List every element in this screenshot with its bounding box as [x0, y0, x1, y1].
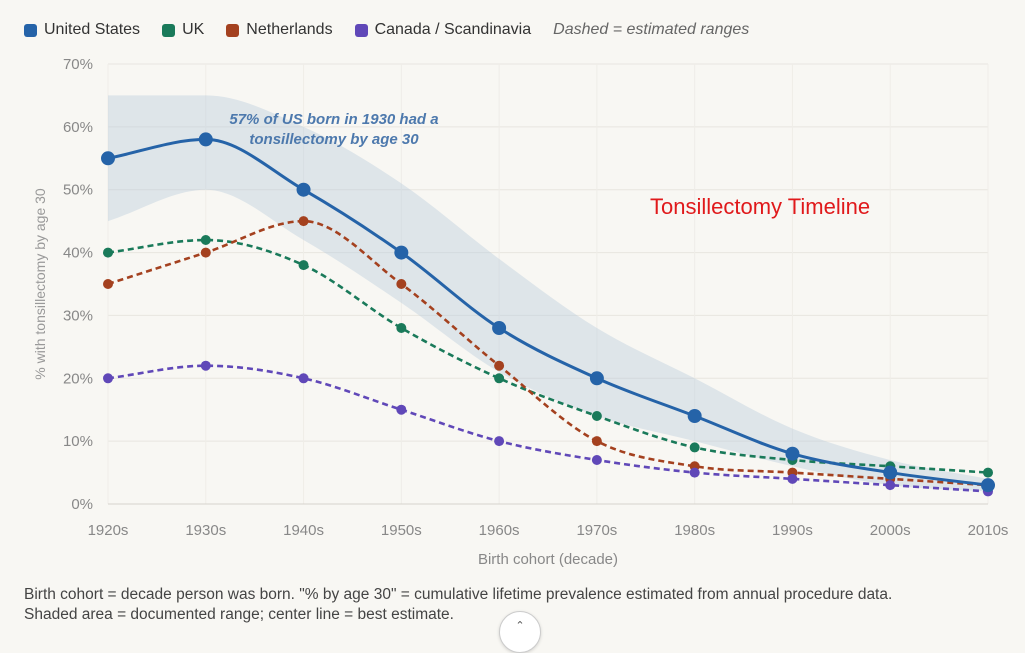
- point-united-states-1970s: [589, 371, 604, 386]
- us-range-band: [108, 95, 988, 492]
- series-points: [101, 132, 995, 497]
- x-tick-label: 1980s: [674, 522, 715, 539]
- series-lines: [107, 137, 989, 493]
- point-united-states-1950s: [394, 245, 409, 260]
- footnote-line-2: Shaded area = documented range; center l…: [24, 606, 454, 623]
- point-united-states-1930s: [198, 132, 213, 147]
- line-united-states: [107, 137, 989, 487]
- point-netherlands-1920s: [103, 279, 113, 289]
- scroll-up-button[interactable]: ⌃: [499, 611, 541, 653]
- point-canada-scandinavia-1980s: [689, 467, 700, 478]
- grid: [107, 63, 989, 505]
- footnote: Birth cohort = decade person was born. "…: [24, 585, 1014, 625]
- axes: 0% 10% 20% 30% 40% 50% 60% 70% 1920s 1930s 1940s 19…: [63, 56, 1008, 539]
- point-united-states-1990s: [785, 446, 800, 461]
- legend-label: Netherlands: [246, 21, 333, 38]
- line-canada-scandinavia: [107, 364, 989, 493]
- point-uk-2010s: [983, 467, 993, 478]
- point-united-states-1980s: [687, 409, 702, 423]
- point-uk-1980s: [689, 442, 700, 453]
- point-united-states-1940s: [296, 182, 311, 197]
- point-uk-1940s: [298, 260, 309, 271]
- legend-item-canada-scandinavia[interactable]: Canada / Scandinavia: [354, 21, 532, 39]
- y-tick-label: 10%: [63, 433, 93, 450]
- legend-label: United States: [44, 21, 141, 38]
- legend-item-netherlands[interactable]: Netherlands: [226, 21, 333, 39]
- x-tick-label: 1930s: [185, 522, 226, 539]
- point-united-states-1920s: [101, 151, 115, 166]
- point-uk-1920s: [103, 247, 113, 258]
- y-tick-label: 30%: [63, 307, 93, 324]
- point-netherlands-1950s: [396, 279, 407, 289]
- legend-note: Dashed = estimated ranges: [553, 21, 750, 38]
- y-tick-label: 50%: [63, 182, 93, 199]
- legend-item-uk[interactable]: UK: [162, 21, 204, 39]
- y-tick-label: 60%: [63, 119, 93, 136]
- legend-label: Canada / Scandinavia: [374, 21, 532, 38]
- point-uk-1950s: [396, 323, 407, 333]
- y-axis-label: % with tonsillectomy by age 30: [32, 188, 48, 380]
- x-tick-label: 1950s: [381, 522, 422, 539]
- point-canada-scandinavia-2000s: [885, 480, 896, 491]
- chevron-up-icon: ⌃: [515, 620, 525, 632]
- point-canada-scandinavia-1920s: [103, 373, 113, 384]
- point-united-states-1960s: [492, 321, 507, 335]
- y-tick-label: 20%: [63, 370, 93, 387]
- annotation-line: 57% of US born in 1930 had a: [229, 111, 438, 128]
- point-united-states-2000s: [883, 465, 898, 480]
- us-range-band-area: [108, 95, 988, 492]
- point-netherlands-1930s: [200, 247, 211, 258]
- legend-swatch: [354, 23, 368, 37]
- y-tick-label: 0%: [71, 496, 93, 513]
- x-tick-label: 2010s: [968, 522, 1009, 539]
- point-uk-1970s: [591, 411, 602, 421]
- chart-title: Tonsillectomy Timeline: [650, 194, 870, 219]
- annotation: 57% of US born in 1930 had a tonsillectom…: [229, 111, 438, 148]
- x-tick-label: 1940s: [283, 522, 324, 539]
- x-tick-label: 1960s: [479, 522, 520, 539]
- legend-label: UK: [182, 21, 205, 38]
- point-uk-1930s: [200, 235, 211, 245]
- point-canada-scandinavia-1930s: [200, 360, 211, 371]
- point-netherlands-1940s: [298, 216, 309, 227]
- footnote-line-1: Birth cohort = decade person was born. "…: [24, 586, 893, 603]
- point-netherlands-1960s: [494, 360, 505, 371]
- point-united-states-2010s: [981, 478, 995, 493]
- x-axis-label: Birth cohort (decade): [478, 551, 618, 568]
- legend-swatch: [226, 23, 240, 37]
- x-tick-label: 1990s: [772, 522, 813, 539]
- annotation-line: tonsillectomy by age 30: [249, 131, 419, 148]
- line-netherlands: [107, 219, 989, 487]
- x-tick-label: 1970s: [576, 522, 617, 539]
- point-canada-scandinavia-1960s: [494, 436, 505, 447]
- y-tick-label: 70%: [63, 56, 93, 73]
- point-canada-scandinavia-1940s: [298, 373, 309, 384]
- point-netherlands-1970s: [591, 436, 602, 447]
- point-uk-1960s: [494, 373, 505, 384]
- tonsillectomy-chart: 0% 10% 20% 30% 40% 50% 60% 70% 1920s 1930s 1940s 19…: [32, 56, 1008, 568]
- legend-swatch: [162, 23, 176, 37]
- point-canada-scandinavia-1950s: [396, 404, 407, 415]
- chart-legend: United States UK Netherlands Canada / Scand…: [24, 20, 749, 40]
- x-tick-label: 2000s: [870, 522, 911, 539]
- point-canada-scandinavia-1970s: [591, 455, 602, 465]
- legend-swatch: [24, 23, 37, 37]
- legend-item-united-states[interactable]: United States: [24, 21, 140, 39]
- point-canada-scandinavia-1990s: [787, 473, 798, 484]
- x-tick-label: 1920s: [88, 522, 129, 539]
- y-tick-label: 40%: [63, 245, 93, 262]
